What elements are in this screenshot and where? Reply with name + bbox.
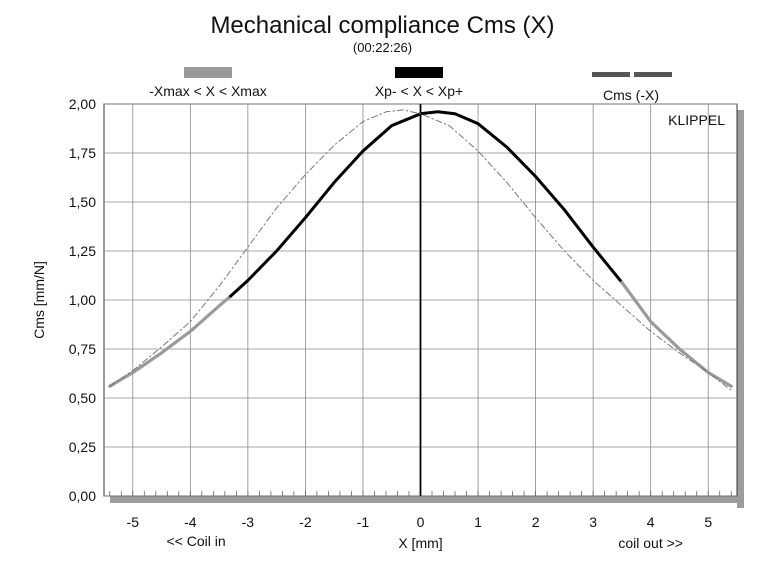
annotation-coil-in: << Coil in [166, 533, 225, 549]
legend-swatch [395, 67, 443, 78]
legend-swatch [634, 72, 672, 77]
y-axis-label: Cms [mm/N] [31, 261, 47, 339]
x-tick-label: 0 [417, 514, 425, 530]
y-tick-label: 1,75 [69, 145, 96, 161]
x-tick-label: -3 [242, 514, 255, 530]
chart-title: Mechanical compliance Cms (X) [210, 12, 555, 39]
x-tick-label: -2 [299, 514, 312, 530]
plot-shadow-bottom [110, 496, 743, 503]
klippel-brand: KLIPPEL [668, 112, 725, 128]
y-tick-label: 0,50 [69, 390, 96, 406]
x-axis-label: X [mm] [398, 535, 442, 551]
legend-swatch [184, 67, 232, 78]
x-tick-label: -5 [127, 514, 140, 530]
y-tick-label: 0,75 [69, 341, 96, 357]
y-tick-label: 2,00 [69, 96, 96, 112]
series-line [108, 294, 233, 388]
legend-label: Xp- < X < Xp+ [375, 83, 463, 99]
y-tick-label: 1,25 [69, 243, 96, 259]
x-tick-label: 4 [647, 514, 655, 530]
x-tick-label: 1 [474, 514, 482, 530]
legend-label: -Xmax < X < Xmax [149, 83, 266, 99]
plot-shadow-right [737, 110, 744, 508]
legend-swatch [592, 72, 630, 77]
x-tick-label: 2 [532, 514, 540, 530]
x-tick-label: 3 [589, 514, 597, 530]
series-line [229, 110, 624, 298]
series-line [620, 280, 733, 388]
x-tick-label: 5 [704, 514, 712, 530]
x-tick-label: -4 [184, 514, 197, 530]
series-line [109, 109, 732, 391]
chart-subtitle: (00:22:26) [352, 40, 413, 55]
x-tick-label: -1 [357, 514, 370, 530]
annotation-coil-out: coil out >> [618, 535, 683, 551]
y-tick-label: 1,50 [69, 194, 96, 210]
legend-label: Cms (-X) [603, 87, 659, 103]
y-tick-label: 0,00 [69, 488, 96, 504]
y-tick-label: 0,25 [69, 439, 96, 455]
y-tick-label: 1,00 [69, 292, 96, 308]
